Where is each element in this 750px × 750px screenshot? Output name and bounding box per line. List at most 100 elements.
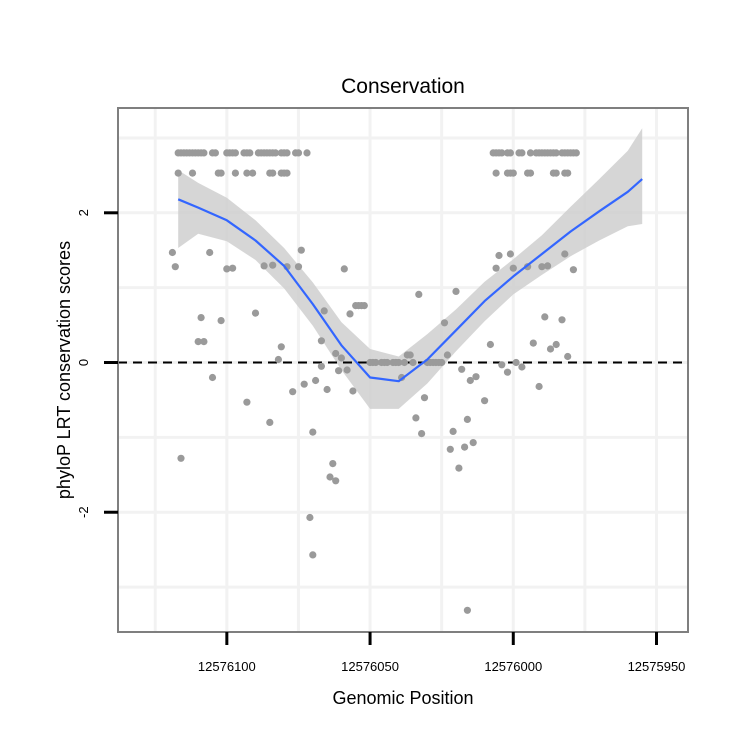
data-point: [223, 265, 231, 273]
data-point: [440, 319, 449, 327]
data-point: [558, 316, 566, 324]
data-point: [412, 414, 420, 422]
data-point: [503, 368, 512, 376]
data-point: [406, 351, 414, 359]
data-point: [303, 149, 311, 157]
y-tick-label: 0: [76, 359, 91, 366]
y-axis-label: phyloP LRT conservation scores: [54, 241, 74, 499]
data-point: [492, 169, 500, 177]
data-point: [329, 460, 337, 468]
data-point: [251, 309, 260, 317]
data-point: [564, 169, 572, 177]
data-point: [171, 263, 179, 271]
data-point: [512, 358, 520, 367]
data-point: [461, 443, 469, 451]
data-point: [340, 265, 348, 273]
data-point: [506, 149, 514, 157]
data-point: [552, 149, 560, 157]
x-tick-label: 12576050: [341, 659, 399, 674]
data-point: [323, 385, 331, 394]
data-point: [420, 394, 429, 402]
data-point: [317, 337, 325, 345]
data-point: [260, 262, 268, 270]
data-point: [449, 427, 457, 435]
y-tick-label: 2: [76, 209, 91, 216]
data-point: [492, 264, 500, 272]
data-point: [188, 169, 197, 177]
smooth-line-group: [177, 178, 643, 383]
data-point: [283, 149, 291, 157]
data-point: [472, 373, 480, 381]
data-point: [452, 287, 460, 295]
x-axis-label: Genomic Position: [332, 688, 473, 708]
data-point: [535, 382, 543, 391]
data-point: [360, 302, 368, 310]
data-point: [409, 358, 417, 367]
data-points: [168, 149, 580, 614]
data-point: [337, 354, 345, 362]
data-point: [269, 169, 277, 177]
data-point: [211, 149, 219, 157]
data-point: [518, 363, 526, 371]
data-point: [217, 169, 225, 177]
data-point: [343, 366, 351, 374]
data-point: [200, 338, 208, 346]
data-point: [249, 169, 257, 177]
data-point: [346, 310, 354, 318]
data-point: [463, 606, 471, 614]
data-point: [400, 358, 408, 367]
data-point: [208, 373, 217, 382]
data-point: [469, 439, 477, 447]
data-point: [312, 376, 320, 385]
data-point: [277, 343, 285, 351]
data-point: [481, 397, 489, 405]
data-point: [486, 340, 494, 349]
x-tick-label: 12575950: [628, 659, 686, 674]
data-point: [463, 415, 471, 423]
data-point: [274, 355, 282, 364]
data-point: [271, 149, 280, 157]
data-point: [231, 169, 239, 177]
axis-ticks: 12576100 12576050 12576000 12575950 -2 0 2: [76, 209, 685, 674]
data-point: [332, 349, 340, 358]
data-point: [443, 351, 451, 359]
data-point: [229, 264, 237, 272]
data-point: [177, 454, 185, 462]
data-point: [174, 169, 182, 177]
data-point: [526, 169, 535, 177]
data-point: [418, 430, 426, 438]
data-point: [538, 263, 546, 271]
data-point: [294, 149, 303, 157]
data-point: [283, 169, 291, 177]
x-tick-label: 12576000: [484, 659, 542, 674]
data-point: [518, 149, 526, 157]
data-point: [569, 266, 578, 274]
data-point: [246, 149, 254, 157]
data-point: [269, 261, 277, 269]
plot-frame: [117, 107, 689, 633]
data-point: [446, 445, 454, 453]
data-point: [289, 388, 297, 396]
data-point: [372, 358, 380, 367]
chart-title: Conservation: [341, 75, 465, 98]
data-point: [395, 358, 403, 367]
data-point: [572, 149, 580, 157]
data-point: [317, 362, 325, 370]
data-point: [552, 340, 560, 349]
data-point: [194, 338, 202, 346]
data-point: [561, 250, 569, 258]
data-point: [509, 264, 517, 272]
data-point: [458, 365, 466, 373]
data-point: [335, 367, 343, 375]
data-point: [243, 169, 251, 177]
data-point: [526, 149, 535, 157]
data-point: [200, 149, 208, 157]
data-point: [349, 387, 357, 395]
data-point: [326, 473, 334, 481]
data-point: [168, 248, 176, 257]
data-point: [294, 263, 303, 271]
data-point: [498, 361, 506, 369]
smooth-line: [177, 178, 643, 383]
data-point: [206, 248, 214, 257]
